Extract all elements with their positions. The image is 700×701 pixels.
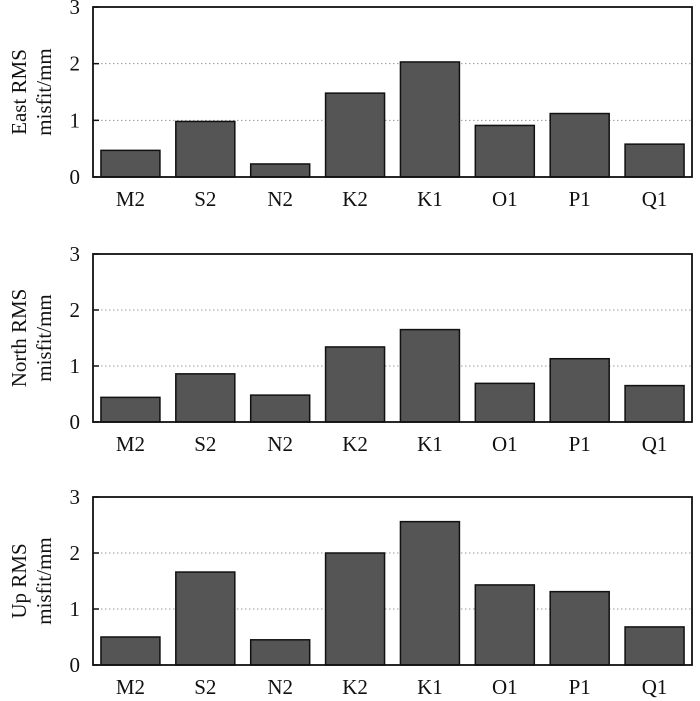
y-tick-label: 0	[70, 165, 81, 189]
x-tick-label: O1	[492, 187, 518, 211]
x-tick-label: K1	[417, 675, 443, 699]
bar-p1	[549, 112, 610, 178]
y-axis-title: misfit/mm	[32, 294, 56, 382]
bar-q1	[624, 143, 685, 178]
plot-frame	[92, 496, 693, 666]
x-tick-label: Q1	[642, 187, 668, 211]
bar-k2	[324, 552, 386, 666]
y-axis-title: East RMS	[7, 49, 31, 135]
bar-k2	[324, 92, 386, 178]
y-tick-label: 2	[70, 541, 81, 565]
bar-n2	[249, 394, 311, 423]
bar-n2	[249, 639, 311, 666]
bar-n2	[249, 163, 311, 178]
x-tick-label: N2	[267, 432, 293, 456]
panel-2: 0 1 2 3 M2 S2 N2 K2 K1 O1 P1 Q1 North RMS misfit/mm	[7, 242, 693, 456]
bar-k2	[324, 346, 386, 423]
bar-k1	[399, 520, 461, 666]
bar-s2	[175, 571, 236, 666]
x-tick-label: K1	[417, 187, 443, 211]
bar-o1	[474, 382, 536, 423]
y-tick-label: 2	[70, 298, 81, 322]
y-tick-label: 1	[70, 597, 81, 621]
x-tick-label: M2	[116, 675, 145, 699]
x-tick-label: P1	[569, 432, 591, 456]
x-tick-label: K2	[342, 187, 368, 211]
x-tick-label: M2	[116, 432, 145, 456]
y-tick-label: 3	[70, 485, 81, 509]
bar-q1	[624, 384, 685, 423]
y-axis-title: misfit/mm	[32, 48, 56, 136]
x-tick-label: O1	[492, 675, 518, 699]
y-tick-label: 3	[70, 0, 81, 19]
x-tick-label: N2	[267, 187, 293, 211]
bar-p1	[549, 590, 610, 666]
x-tick-label: P1	[569, 675, 591, 699]
bar-m2	[100, 149, 161, 178]
bar-k1	[399, 61, 461, 178]
bar-o1	[474, 584, 536, 666]
x-tick-label: N2	[267, 675, 293, 699]
x-tick-label: K2	[342, 675, 368, 699]
bar-s2	[175, 120, 236, 178]
y-tick-label: 0	[70, 653, 81, 677]
y-tick-label: 0	[70, 410, 81, 434]
y-tick-label: 1	[70, 354, 81, 378]
plot-frame	[92, 253, 693, 423]
y-axis-title: North RMS	[7, 289, 31, 388]
y-axis-title: misfit/mm	[32, 537, 56, 625]
y-tick-label: 2	[70, 52, 81, 76]
x-tick-label: P1	[569, 187, 591, 211]
panel-3: 0 1 2 3 M2 S2 N2 K2 K1 O1 P1 Q1 Up RMS misfit/mm	[7, 485, 693, 699]
x-tick-label: M2	[116, 187, 145, 211]
x-tick-label: K1	[417, 432, 443, 456]
x-tick-label: S2	[194, 675, 216, 699]
panel-1: 0 1 2 3 M2 S2 N2 K2 K1 O1 P1 Q1 East RMS misfit/mm	[7, 0, 693, 211]
x-tick-label: Q1	[642, 432, 668, 456]
x-tick-label: O1	[492, 432, 518, 456]
x-tick-label: S2	[194, 187, 216, 211]
bar-m2	[100, 396, 161, 423]
y-tick-label: 3	[70, 242, 81, 266]
bar-q1	[624, 626, 685, 666]
bar-s2	[175, 373, 236, 423]
bar-p1	[549, 357, 610, 423]
bar-k1	[399, 328, 461, 423]
plot-frame	[92, 6, 693, 178]
x-tick-label: S2	[194, 432, 216, 456]
bar-m2	[100, 636, 161, 666]
y-tick-label: 1	[70, 108, 81, 132]
x-tick-label: Q1	[642, 675, 668, 699]
bar-o1	[474, 124, 536, 178]
y-axis-title: Up RMS	[7, 543, 31, 618]
x-tick-label: K2	[342, 432, 368, 456]
